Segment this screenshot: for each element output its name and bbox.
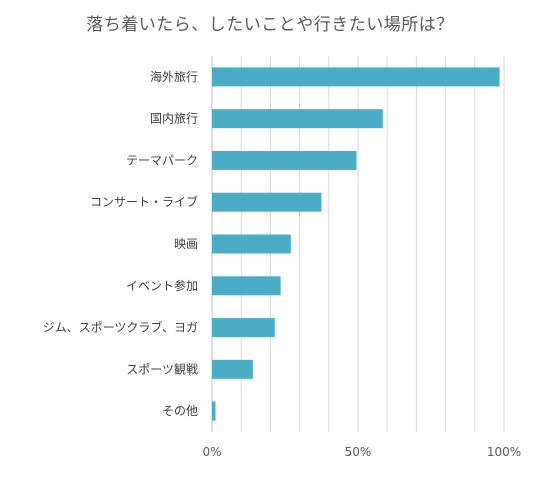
bar [212, 109, 383, 129]
category-label: 映画 [174, 237, 198, 251]
x-tick-label: 100% [487, 445, 521, 459]
bar [212, 318, 275, 338]
x-tick-label: 50% [345, 445, 372, 459]
category-label: スポーツ観戦 [126, 362, 198, 376]
bar [212, 359, 253, 379]
category-label: ジム、スポーツクラブ、ヨガ [43, 320, 198, 335]
category-label: その他 [162, 404, 198, 418]
category-label: 海外旅行 [150, 69, 198, 84]
bar [212, 192, 322, 212]
bar [212, 150, 357, 170]
bar [212, 276, 281, 296]
chart-title: 落ち着いたら、したいことや行きたい場所は？ [86, 15, 454, 35]
bar [212, 401, 216, 421]
bar [212, 67, 500, 87]
x-tick-label: 0% [202, 445, 221, 459]
bar [212, 234, 291, 254]
category-label: テーマパーク [126, 153, 198, 167]
category-label: イベント参加 [126, 278, 198, 293]
category-label: 国内旅行 [150, 112, 198, 126]
category-label: コンサート・ライブ [90, 194, 198, 209]
